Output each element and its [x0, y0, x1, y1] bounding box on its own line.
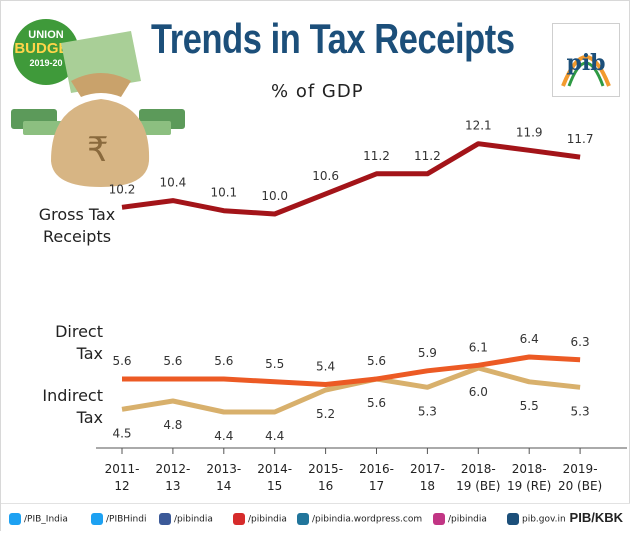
series-name-label: Direct	[55, 322, 103, 341]
x-axis: 2011- 12 2012- 13 2013- 14 2014- 15 2015- 16 2016-…	[96, 447, 627, 493]
data-label: 5.6	[367, 396, 386, 410]
x-tick-label: 15	[267, 479, 282, 493]
series-line-1	[122, 354, 581, 387]
series-name-label: Tax	[76, 408, 103, 427]
x-tick-label: 20 (BE)	[558, 479, 602, 493]
series-2: 4.5 4.8 4.4 4.4 5.2 5.6 5.3 6.0 5.5 5.3	[112, 365, 590, 443]
x-tick-label: 14	[216, 479, 231, 493]
svg-text:₹: ₹	[87, 130, 109, 170]
footer-link-text: /PIBHindi	[106, 514, 147, 525]
data-label: 11.7	[567, 132, 594, 146]
x-tick-label: 2014-	[257, 462, 292, 476]
data-label: 5.6	[214, 354, 233, 368]
series-layer: 4.54.84.4 4.45.25.65.36.05.5 5.35.6 5.6 5.6 5…	[109, 119, 594, 443]
data-label: 5.3	[418, 404, 437, 418]
x-tick-label: 2018-	[461, 462, 496, 476]
twitter-icon	[91, 513, 103, 525]
x-tick-label: 2018-	[512, 462, 547, 476]
data-label: 6.0	[469, 385, 488, 399]
series-name-label: Gross Tax	[39, 205, 116, 224]
money-bag-illustration: ₹	[11, 31, 185, 187]
data-label: 10.6	[312, 169, 339, 183]
series-name-label: Receipts	[43, 227, 111, 246]
badge-line1: UNION	[28, 29, 64, 41]
data-label: 5.9	[418, 346, 437, 360]
footer-link[interactable]: /pibindia	[233, 513, 287, 525]
series-line-0	[121, 141, 581, 217]
series-0: 10.2 10.4 10.1 10.0 10.6 11.2 11.2 12.1 11.9 11.7	[109, 119, 594, 217]
series-1: 5.6 5.6 5.6 5.5 5.4 5.6 5.9 6.1 6.4 6.3	[112, 332, 590, 387]
x-tick-label: 2012-	[155, 462, 190, 476]
footer-link-text: /PIB_India	[24, 514, 68, 525]
instagram-icon	[433, 513, 445, 525]
footer-link[interactable]: /PIB_India	[9, 513, 68, 525]
series-name-labels: Gross Tax Receipts Direct Tax Indirect Tax	[39, 205, 116, 427]
x-tick-label: 2016-	[359, 462, 394, 476]
wordpress-icon	[297, 513, 309, 525]
x-tick-label: 2017-	[410, 462, 445, 476]
series-name-label: Tax	[76, 344, 103, 363]
social-footer: PIB/KBK /PIB_India/PIBHindi/pibindia/pib…	[1, 503, 630, 533]
data-label: 12.1	[465, 119, 492, 133]
tax-receipts-line-chart: ₹ 4.54.84.4 4.45.25.65.36.05.5 5.35.6 5.6 5.…	[11, 31, 627, 493]
data-label: 5.6	[367, 354, 386, 368]
x-tick-label: 12	[114, 479, 129, 493]
globe-icon	[507, 513, 519, 525]
data-label: 10.4	[160, 176, 187, 190]
footer-link[interactable]: /pibindia	[433, 513, 487, 525]
x-tick-label: 19 (RE)	[507, 479, 551, 493]
footer-link[interactable]: /PIBHindi	[91, 513, 146, 525]
x-tick-label: 18	[420, 479, 435, 493]
data-label: 11.2	[363, 149, 390, 163]
pib-logo: pib	[552, 23, 620, 97]
data-label: 6.1	[469, 340, 488, 354]
x-tick-label: 13	[165, 479, 180, 493]
footer-credit: PIB/KBK	[569, 510, 623, 525]
chart-title: Trends in Tax Receipts	[151, 15, 515, 62]
x-tick-label: 19 (BE)	[456, 479, 500, 493]
footer-link-text: /pibindia	[248, 514, 287, 525]
data-label: 4.5	[112, 426, 131, 440]
footer-link-text: /pibindia.wordpress.com	[312, 514, 423, 525]
x-tick-label: 2011-	[105, 462, 140, 476]
facebook-icon	[159, 513, 171, 525]
data-label: 5.5	[520, 399, 539, 413]
pib-logo-text: pib	[566, 50, 606, 76]
data-label: 11.2	[414, 149, 441, 163]
data-label: 5.3	[571, 404, 590, 418]
badge-line3: 2019-20	[29, 58, 63, 68]
data-label: 5.4	[316, 360, 335, 374]
data-label: 5.6	[112, 354, 131, 368]
chart-subtitle: % of GDP	[271, 81, 364, 102]
x-tick-label: 2015-	[308, 462, 343, 476]
data-label: 5.2	[316, 407, 335, 421]
data-label: 4.8	[163, 418, 182, 432]
x-tick-label: 2013-	[206, 462, 241, 476]
data-label: 4.4	[214, 429, 233, 443]
youtube-icon	[233, 513, 245, 525]
series-line-2	[121, 365, 581, 415]
footer-link-text: /pibindia	[174, 514, 213, 525]
x-tick-label: 16	[318, 479, 333, 493]
footer-link[interactable]: /pibindia	[159, 513, 213, 525]
data-label: 6.3	[571, 335, 590, 349]
data-label: 10.0	[261, 189, 288, 203]
data-label: 10.2	[109, 182, 136, 196]
x-tick-label: 17	[369, 479, 384, 493]
data-label: 5.5	[265, 357, 284, 371]
footer-link-text: pib.gov.in	[522, 514, 566, 525]
data-label: 4.4	[265, 429, 284, 443]
data-label: 5.6	[163, 354, 182, 368]
data-label: 10.1	[210, 186, 237, 200]
footer-link[interactable]: pib.gov.in	[507, 513, 566, 525]
data-label: 11.9	[516, 125, 543, 139]
pib-logo-rays-icon	[561, 55, 611, 87]
footer-link-text: /pibindia	[448, 514, 487, 525]
data-label: 6.4	[520, 332, 539, 346]
series-name-label: Indirect	[42, 386, 103, 405]
twitter-icon	[9, 513, 21, 525]
x-tick-label: 2019-	[563, 462, 598, 476]
footer-link[interactable]: /pibindia.wordpress.com	[297, 513, 422, 525]
